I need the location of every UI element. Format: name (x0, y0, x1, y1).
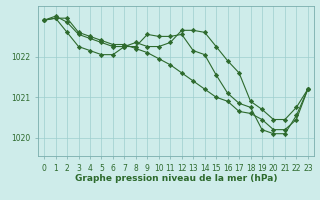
X-axis label: Graphe pression niveau de la mer (hPa): Graphe pression niveau de la mer (hPa) (75, 174, 277, 183)
